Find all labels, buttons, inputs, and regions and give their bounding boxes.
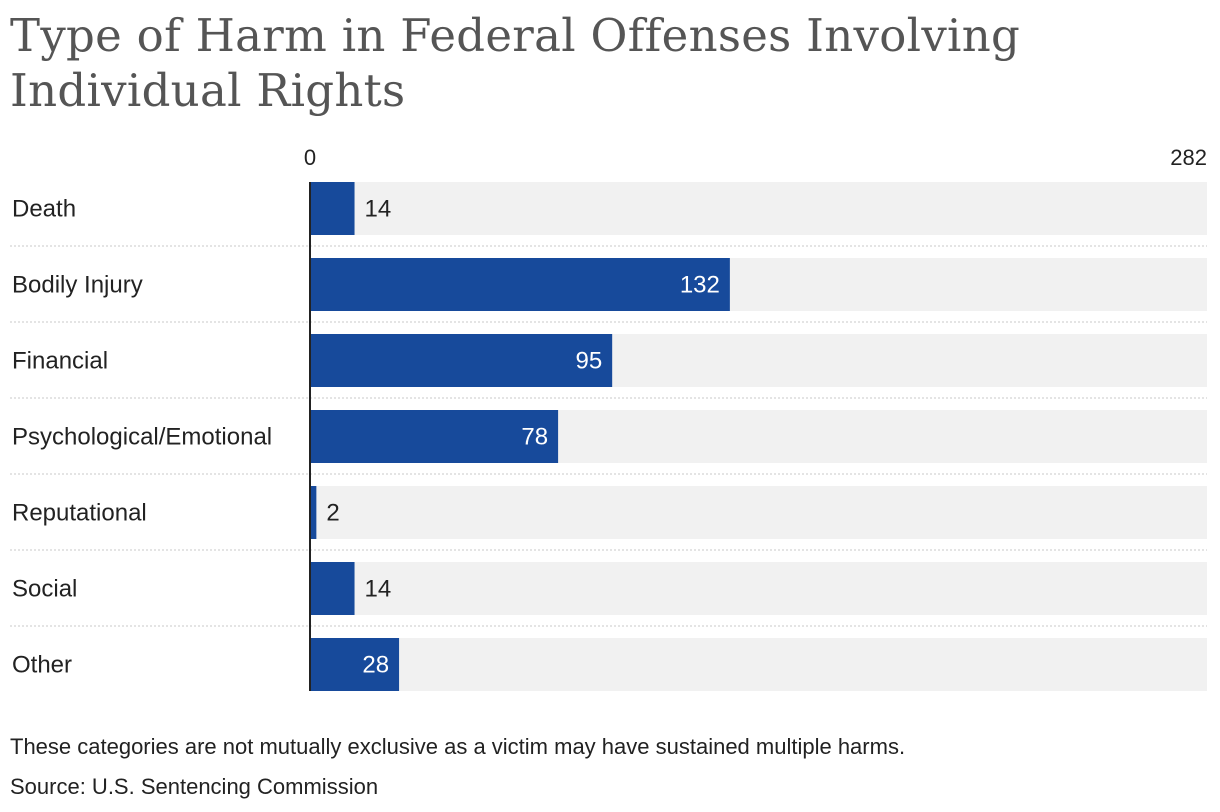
chart-note: These categories are not mutually exclus…	[10, 734, 906, 759]
chart-source: Source: U.S. Sentencing Commission	[10, 774, 379, 799]
bar-track-social	[310, 562, 1207, 615]
axis-max-label: 282	[1170, 145, 1207, 170]
category-label-psychological-emotional: Psychological/Emotional	[12, 424, 272, 451]
value-label-social: 14	[365, 576, 392, 603]
axis-min-label: 0	[304, 145, 316, 170]
bar-track-reputational	[310, 486, 1207, 539]
category-label-social: Social	[12, 576, 77, 603]
bar-other	[310, 638, 400, 691]
category-label-financial: Financial	[12, 348, 108, 375]
category-label-reputational: Reputational	[12, 500, 147, 527]
bar-death	[310, 182, 355, 235]
value-label-death: 14	[365, 196, 392, 223]
bar-track-other	[310, 638, 1207, 691]
value-label-other: 28	[362, 652, 389, 679]
value-label-reputational: 2	[326, 500, 339, 527]
bar-financial	[310, 334, 613, 387]
value-label-psychological-emotional: 78	[521, 424, 548, 451]
bar-bodily-injury	[310, 258, 730, 311]
value-label-financial: 95	[575, 348, 602, 375]
value-label-bodily-injury: 132	[680, 272, 720, 299]
category-label-other: Other	[12, 652, 72, 679]
bar-psychological-emotional	[310, 410, 559, 463]
bar-reputational	[310, 486, 317, 539]
bar-social	[310, 562, 355, 615]
bar-track-death	[310, 182, 1207, 235]
category-label-death: Death	[12, 196, 76, 223]
category-label-bodily-injury: Bodily Injury	[12, 272, 143, 299]
chart-title: Type of Harm in Federal Offenses Involvi…	[10, 9, 1021, 117]
